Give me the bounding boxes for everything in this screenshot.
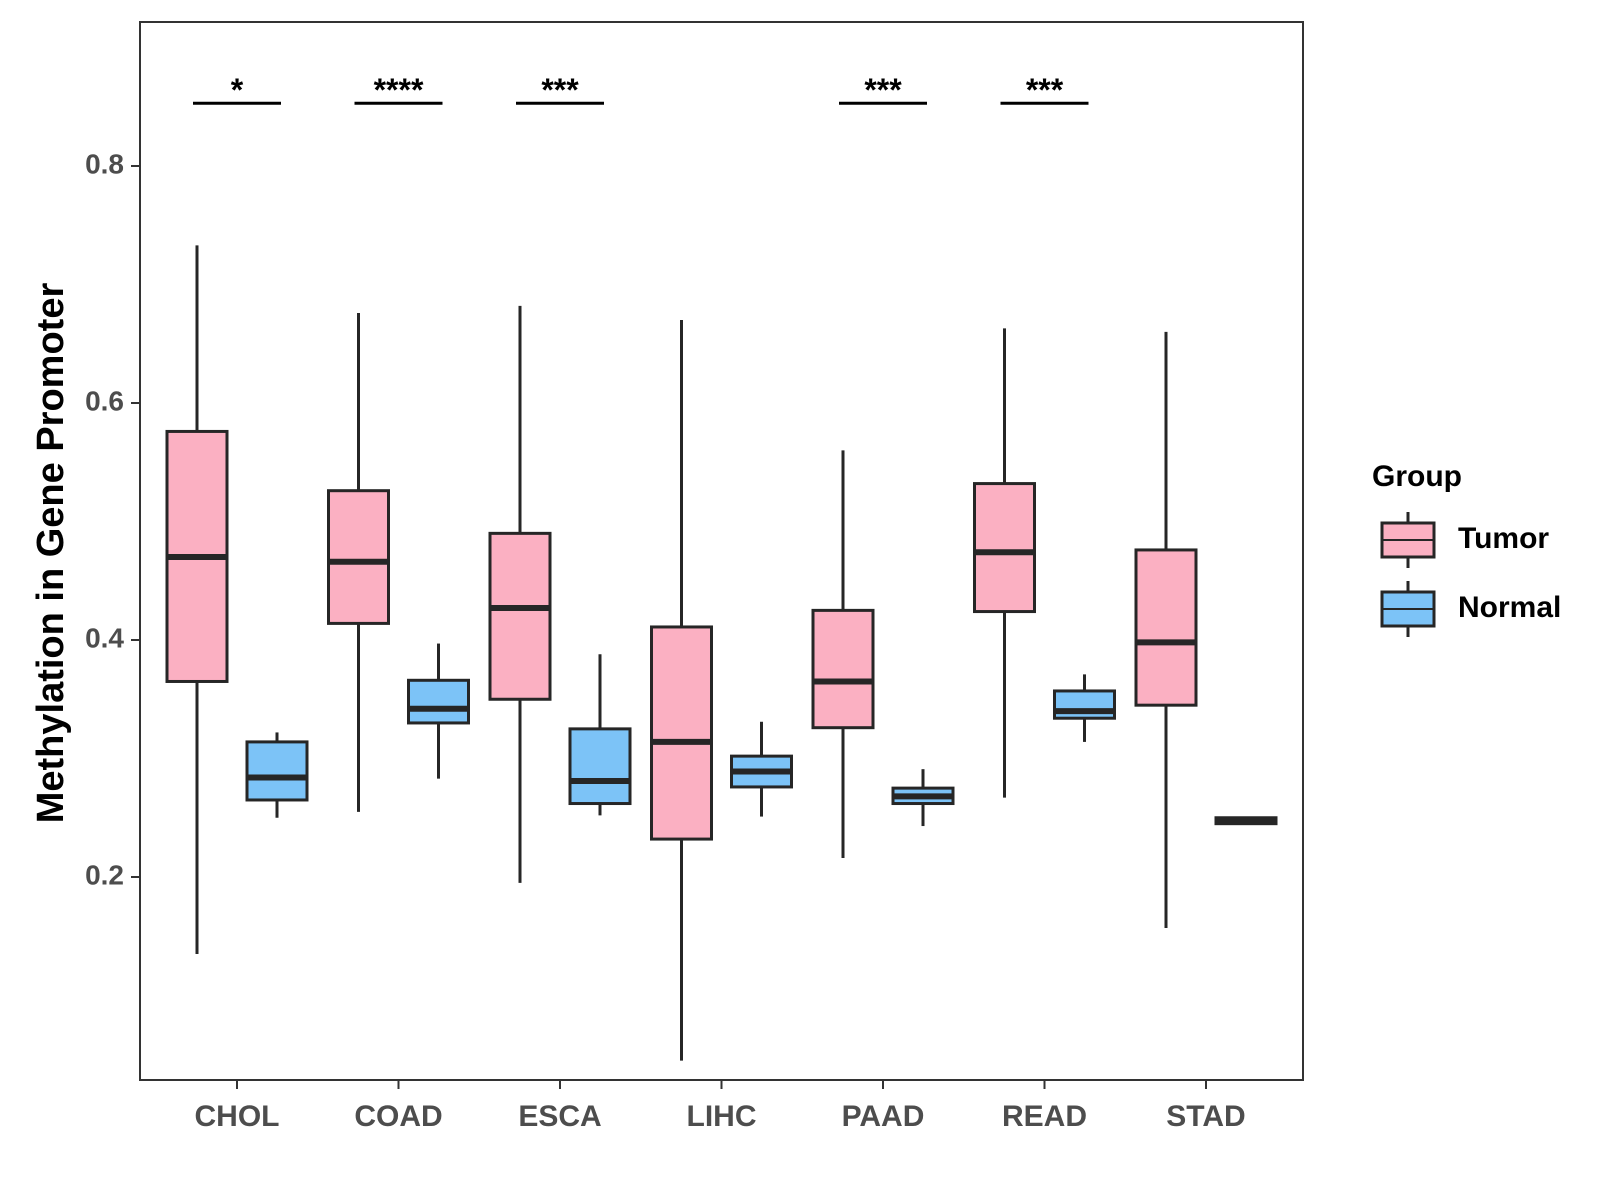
tumor-box-lihc — [650, 320, 713, 1061]
significance-label: *** — [1026, 72, 1064, 108]
x-tick-label-paad: PAAD — [842, 1100, 925, 1133]
box-body — [1053, 689, 1116, 720]
tumor-box-chol — [165, 245, 229, 955]
legend-item-tumor: Tumor — [1380, 512, 1549, 568]
significance-label: * — [231, 72, 244, 108]
y-axis: 0.2 0.4 0.6 0.8 — [85, 148, 140, 890]
y-tick-label: 0.6 — [85, 385, 124, 416]
legend-title: Group — [1372, 460, 1462, 493]
legend: Group Tumor Normal — [1372, 460, 1561, 637]
tumor-box-coad — [327, 312, 390, 812]
significance-esca: *** — [516, 72, 604, 108]
significance-coad: **** — [354, 72, 443, 108]
box-layer — [165, 245, 1278, 1061]
significance-layer: * **** *** *** *** — [193, 72, 1089, 108]
tumor-box-read — [973, 328, 1036, 798]
x-axis: CHOL COAD ESCA LIHC PAAD READ STAD — [195, 1080, 1246, 1133]
box-body — [811, 608, 875, 730]
box-body — [568, 727, 632, 806]
x-tick-label-coad: COAD — [354, 1100, 442, 1133]
y-tick-label: 0.4 — [85, 622, 124, 653]
normal-box-stad — [1214, 816, 1278, 826]
plot-panel — [139, 21, 1304, 1081]
x-tick-label-lihc: LIHC — [687, 1100, 757, 1133]
normal-box-read — [1053, 674, 1116, 742]
box-body — [1134, 548, 1198, 707]
box-body — [973, 482, 1036, 614]
normal-box-chol — [245, 732, 309, 818]
significance-read: *** — [1000, 72, 1089, 108]
y-axis-label: Methylation in Gene Promoter — [30, 283, 72, 824]
box-body — [407, 678, 470, 725]
box-body — [650, 625, 713, 841]
normal-box-paad — [891, 769, 955, 827]
x-tick-label-read: READ — [1002, 1100, 1087, 1133]
normal-box-lihc — [730, 721, 793, 817]
x-tick-label-stad: STAD — [1166, 1100, 1245, 1133]
normal-box-coad — [407, 643, 470, 779]
significance-paad: *** — [839, 72, 927, 108]
normal-box-esca — [568, 654, 632, 816]
x-tick-label-chol: CHOL — [195, 1100, 280, 1133]
tumor-box-esca — [488, 305, 552, 883]
significance-chol: * — [193, 72, 281, 108]
box-body — [327, 489, 390, 625]
tumor-box-stad — [1134, 331, 1198, 928]
legend-label: Normal — [1458, 591, 1561, 624]
legend-item-normal: Normal — [1380, 581, 1561, 637]
tumor-box-paad — [811, 450, 875, 859]
legend-label: Tumor — [1458, 522, 1549, 555]
box-body — [245, 740, 309, 802]
y-tick-label: 0.8 — [85, 148, 124, 179]
box-body — [488, 531, 552, 701]
significance-label: *** — [864, 72, 902, 108]
significance-label: **** — [374, 72, 424, 108]
y-tick-label: 0.2 — [85, 859, 124, 890]
x-tick-label-esca: ESCA — [518, 1100, 601, 1133]
significance-label: *** — [541, 72, 579, 108]
